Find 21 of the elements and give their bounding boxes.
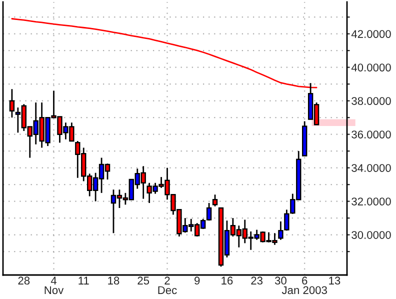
x-tick-label: 23 [251,276,263,285]
x-tick-label: 28 [18,276,30,285]
y-tick-label: 34.0000 [352,164,391,172]
x-tick-label: 30 [274,276,286,285]
line-series [11,18,318,88]
y-tick-label: 40.0000 [351,64,391,72]
x-tick-label: 11 [78,276,89,284]
y-tick-label: 38.0000 [352,97,391,105]
x-tick-label: 2 Dec [158,276,177,294]
candlestick [9,88,15,118]
x-tick-label: 13 [329,276,340,285]
x-tick-label: 18 [108,276,120,285]
y-tick-label: 42.0000 [351,30,391,38]
x-tick-label: 16 [222,276,233,285]
x-tick-label: 4 Nov [44,276,64,294]
candlestick [212,194,218,208]
y-tick-label: 30.0000 [352,231,391,239]
x-tick-label: 25 [138,276,150,285]
y-tick-label: 36.0000 [352,130,391,138]
y-tick-label: 32.0000 [352,198,391,206]
x-tick-label: 9 [194,276,200,285]
